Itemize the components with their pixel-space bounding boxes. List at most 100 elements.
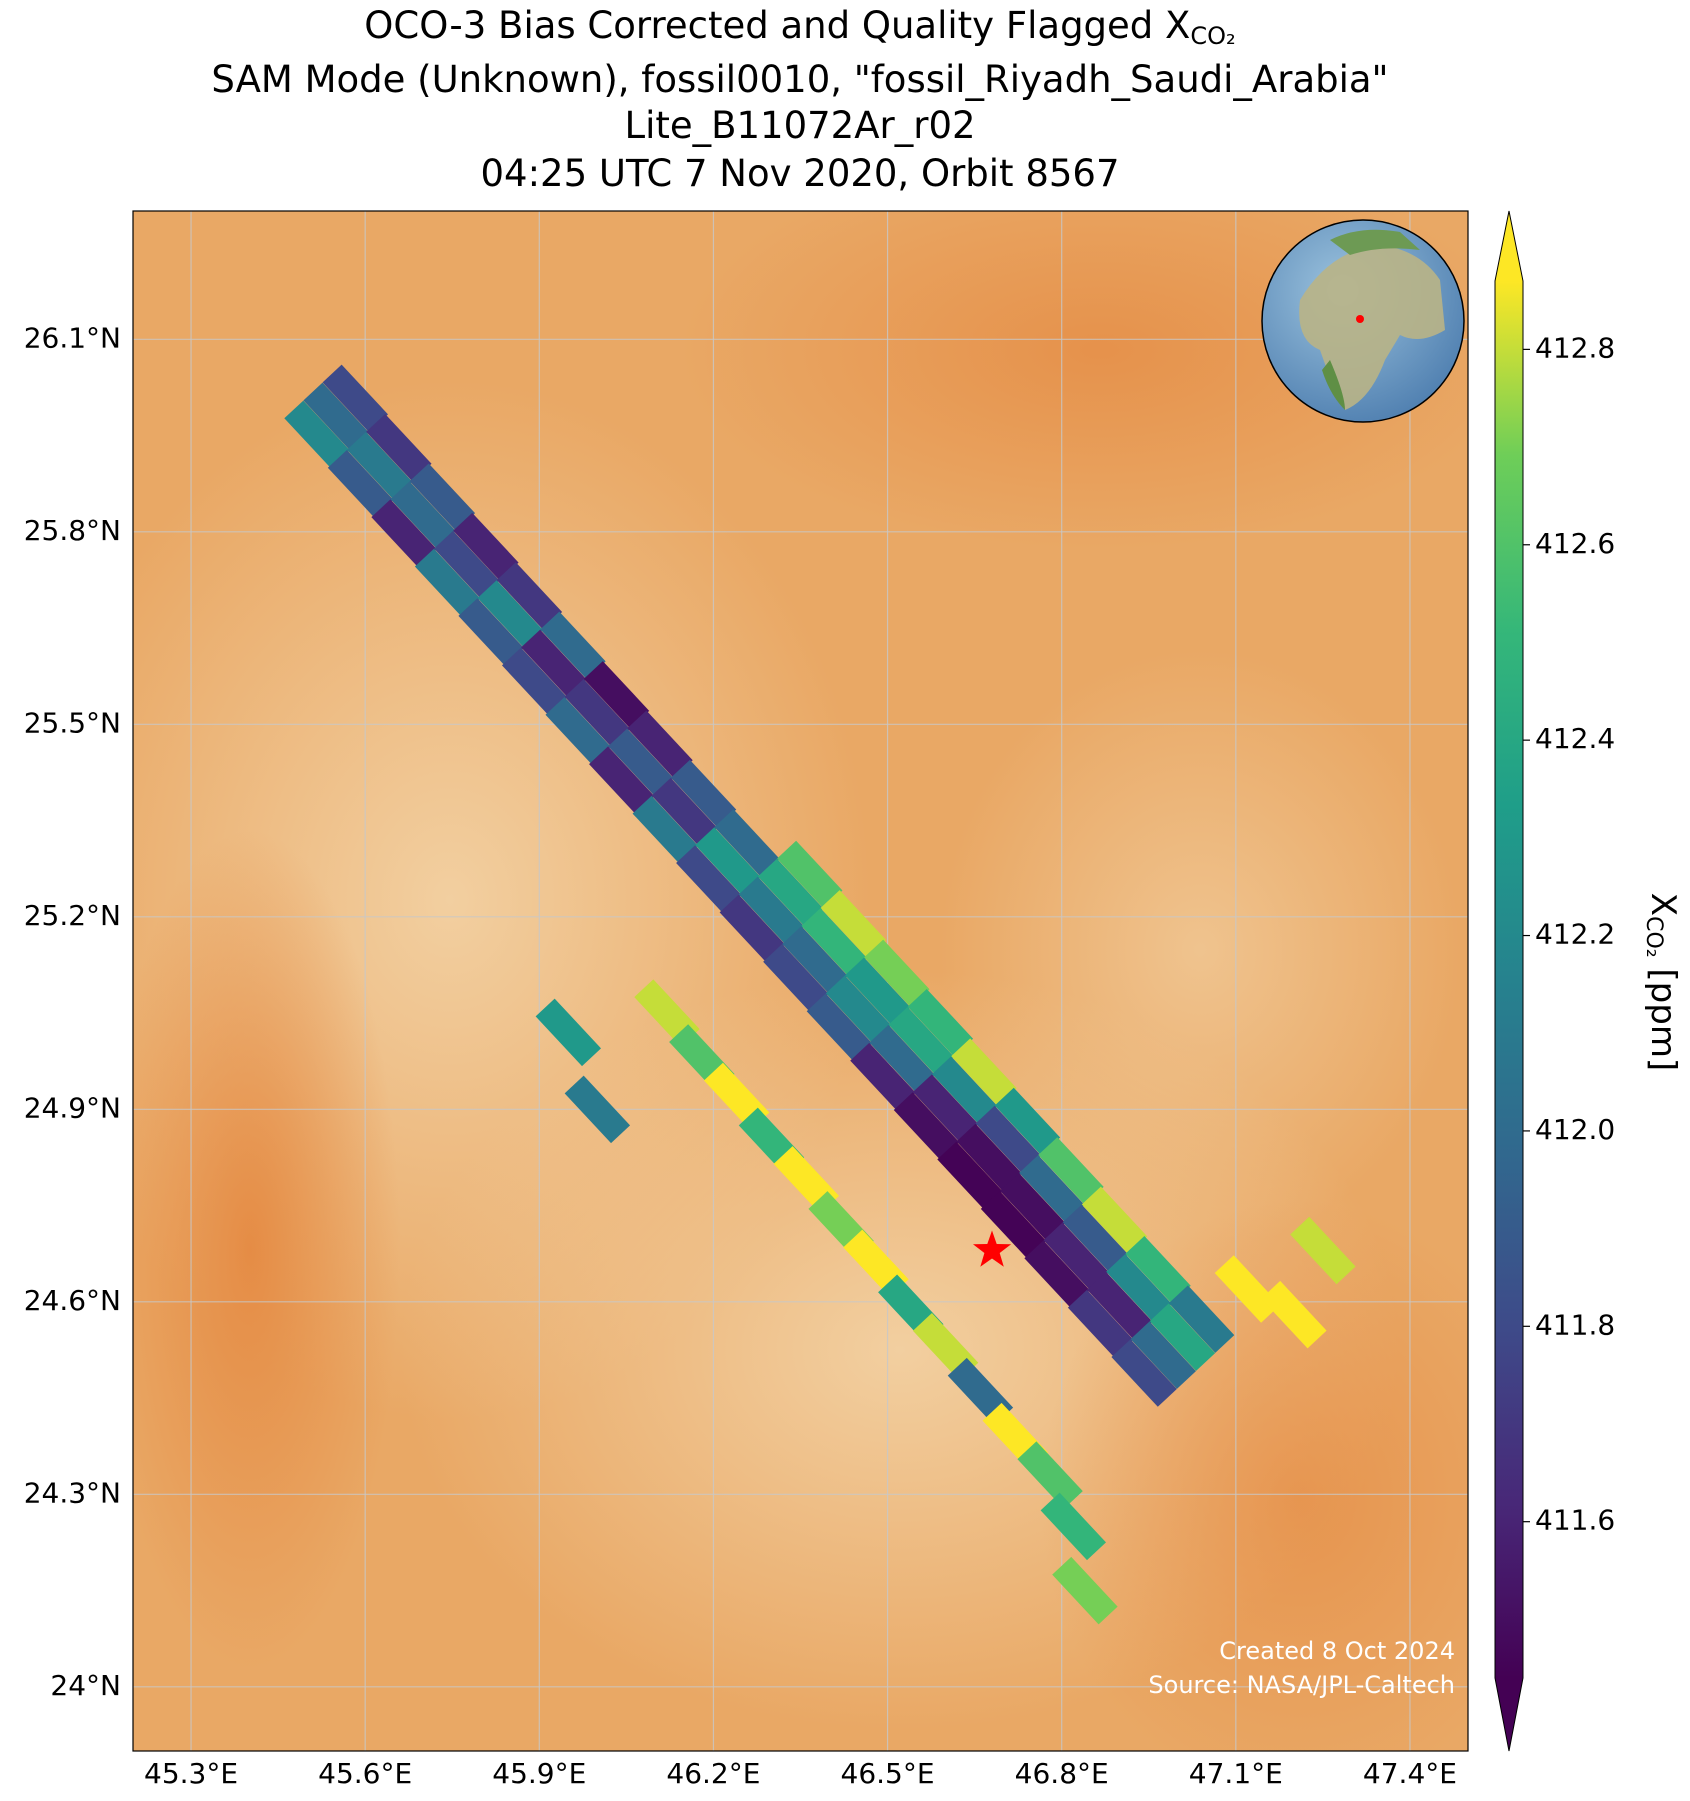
title-text: SAM Mode (Unknown), fossil0010, "fossil_…	[211, 58, 1388, 101]
sounding	[521, 629, 587, 698]
annotation: Source: NASA/JPL-Caltech	[1148, 1671, 1455, 1699]
sounding	[501, 647, 568, 716]
y-tick-label: 25.2°N	[24, 899, 121, 932]
colorbar-tick-label: 411.8	[1535, 1308, 1615, 1341]
sounding	[1111, 1339, 1177, 1407]
sounding	[820, 890, 887, 958]
sounding	[937, 1141, 1003, 1210]
sounding	[907, 988, 974, 1057]
sounding	[994, 1087, 1061, 1156]
y-tick-label: 26.1°N	[24, 321, 121, 354]
x-tick-label: 46.5°E	[841, 1757, 935, 1790]
sounding	[912, 1074, 979, 1142]
x-tick-label: 47.1°E	[1189, 1757, 1283, 1790]
sounding	[1038, 1137, 1104, 1205]
y-tick-label: 25.8°N	[24, 514, 121, 547]
sounding	[540, 611, 606, 680]
sounding	[738, 876, 805, 945]
sounding	[303, 382, 369, 451]
x-tick-label: 47.4°E	[1363, 1757, 1457, 1790]
y-tick-label: 24.9°N	[24, 1091, 121, 1124]
sounding	[670, 759, 737, 828]
x-tick-label: 45.9°E	[492, 1757, 586, 1790]
x-tick-label: 45.3°E	[144, 1757, 238, 1790]
sounding	[1087, 1271, 1153, 1340]
sounding	[975, 1105, 1041, 1174]
sounding	[714, 809, 780, 877]
sounding	[477, 580, 543, 648]
sounding	[1168, 1285, 1235, 1353]
y-tick-label: 24°N	[50, 1669, 121, 1702]
sounding	[409, 463, 476, 531]
sounding	[366, 414, 432, 482]
sounding	[845, 957, 911, 1025]
sounding	[1125, 1236, 1191, 1304]
sounding	[695, 827, 761, 895]
sounding	[1106, 1253, 1172, 1322]
sounding	[888, 1006, 954, 1075]
colorbar-label-sub: CO₂	[1641, 916, 1666, 958]
sounding	[453, 512, 519, 581]
annotation: Created 8 Oct 2024	[1219, 1637, 1455, 1665]
sounding	[1040, 1492, 1106, 1561]
sounding	[825, 975, 892, 1043]
sounding	[627, 710, 693, 778]
sounding	[719, 894, 786, 963]
map-frame	[132, 210, 1469, 1752]
colorbar-tick-label: 412.4	[1535, 722, 1615, 755]
x-tick-label: 46.2°E	[666, 1757, 760, 1790]
sounding	[1019, 1155, 1085, 1223]
sounding	[458, 598, 524, 666]
colorbar-label: XCO₂ [ppm]	[1641, 893, 1684, 1071]
target-star	[973, 1230, 1012, 1267]
colorbar-label-unit: [ppm]	[1644, 958, 1684, 1072]
sounding	[864, 939, 930, 1008]
sounding	[806, 993, 873, 1061]
sounding	[999, 1173, 1066, 1241]
sounding	[583, 661, 650, 729]
sounding	[757, 858, 824, 927]
sounding	[564, 679, 631, 747]
sounding	[980, 1191, 1047, 1259]
sounding	[651, 777, 718, 846]
sounding	[893, 1092, 960, 1160]
sounding	[632, 795, 698, 864]
y-tick-label: 24.6°N	[24, 1284, 121, 1317]
title-text: OCO-3 Bias Corrected and Quality Flagged…	[364, 4, 1190, 47]
sounding	[564, 1075, 631, 1144]
sounding	[1081, 1186, 1148, 1255]
colorbar-extend-max	[1495, 211, 1523, 281]
sounding	[284, 400, 350, 469]
sounding	[777, 840, 843, 909]
title-text: Lite_B11072Ar_r02	[624, 104, 975, 147]
sounding	[951, 1038, 1017, 1106]
sounding	[1149, 1303, 1216, 1371]
sounding	[371, 499, 437, 567]
sounding	[676, 845, 742, 913]
sounding	[782, 926, 848, 994]
sounding	[801, 908, 867, 976]
colorbar-tick-label: 411.6	[1535, 1504, 1615, 1537]
title-line: OCO-3 Bias Corrected and Quality Flagged…	[364, 4, 1235, 51]
title-line: 04:25 UTC 7 Nov 2020, Orbit 8567	[481, 152, 1120, 195]
sounding	[1043, 1222, 1109, 1291]
sounding	[346, 432, 413, 500]
sounding	[496, 562, 563, 630]
colorbar-tick-label: 412.0	[1535, 1113, 1615, 1146]
y-tick-label: 25.5°N	[24, 706, 121, 739]
sounding	[608, 728, 674, 796]
sounding	[589, 746, 655, 814]
globe-inset	[1261, 219, 1465, 423]
basemap	[133, 211, 1468, 1751]
y-tick-label: 24.3°N	[24, 1476, 121, 1509]
x-tick-label: 45.6°E	[318, 1757, 412, 1790]
title-line: SAM Mode (Unknown), fossil0010, "fossil_…	[211, 58, 1388, 101]
x-tick-label: 46.8°E	[1015, 1757, 1109, 1790]
sounding	[1214, 1255, 1281, 1323]
sounding	[1062, 1204, 1129, 1273]
colorbar-frame	[1494, 210, 1524, 1752]
sounding	[1067, 1289, 1134, 1358]
sounding	[869, 1024, 935, 1093]
sounding	[434, 530, 500, 599]
